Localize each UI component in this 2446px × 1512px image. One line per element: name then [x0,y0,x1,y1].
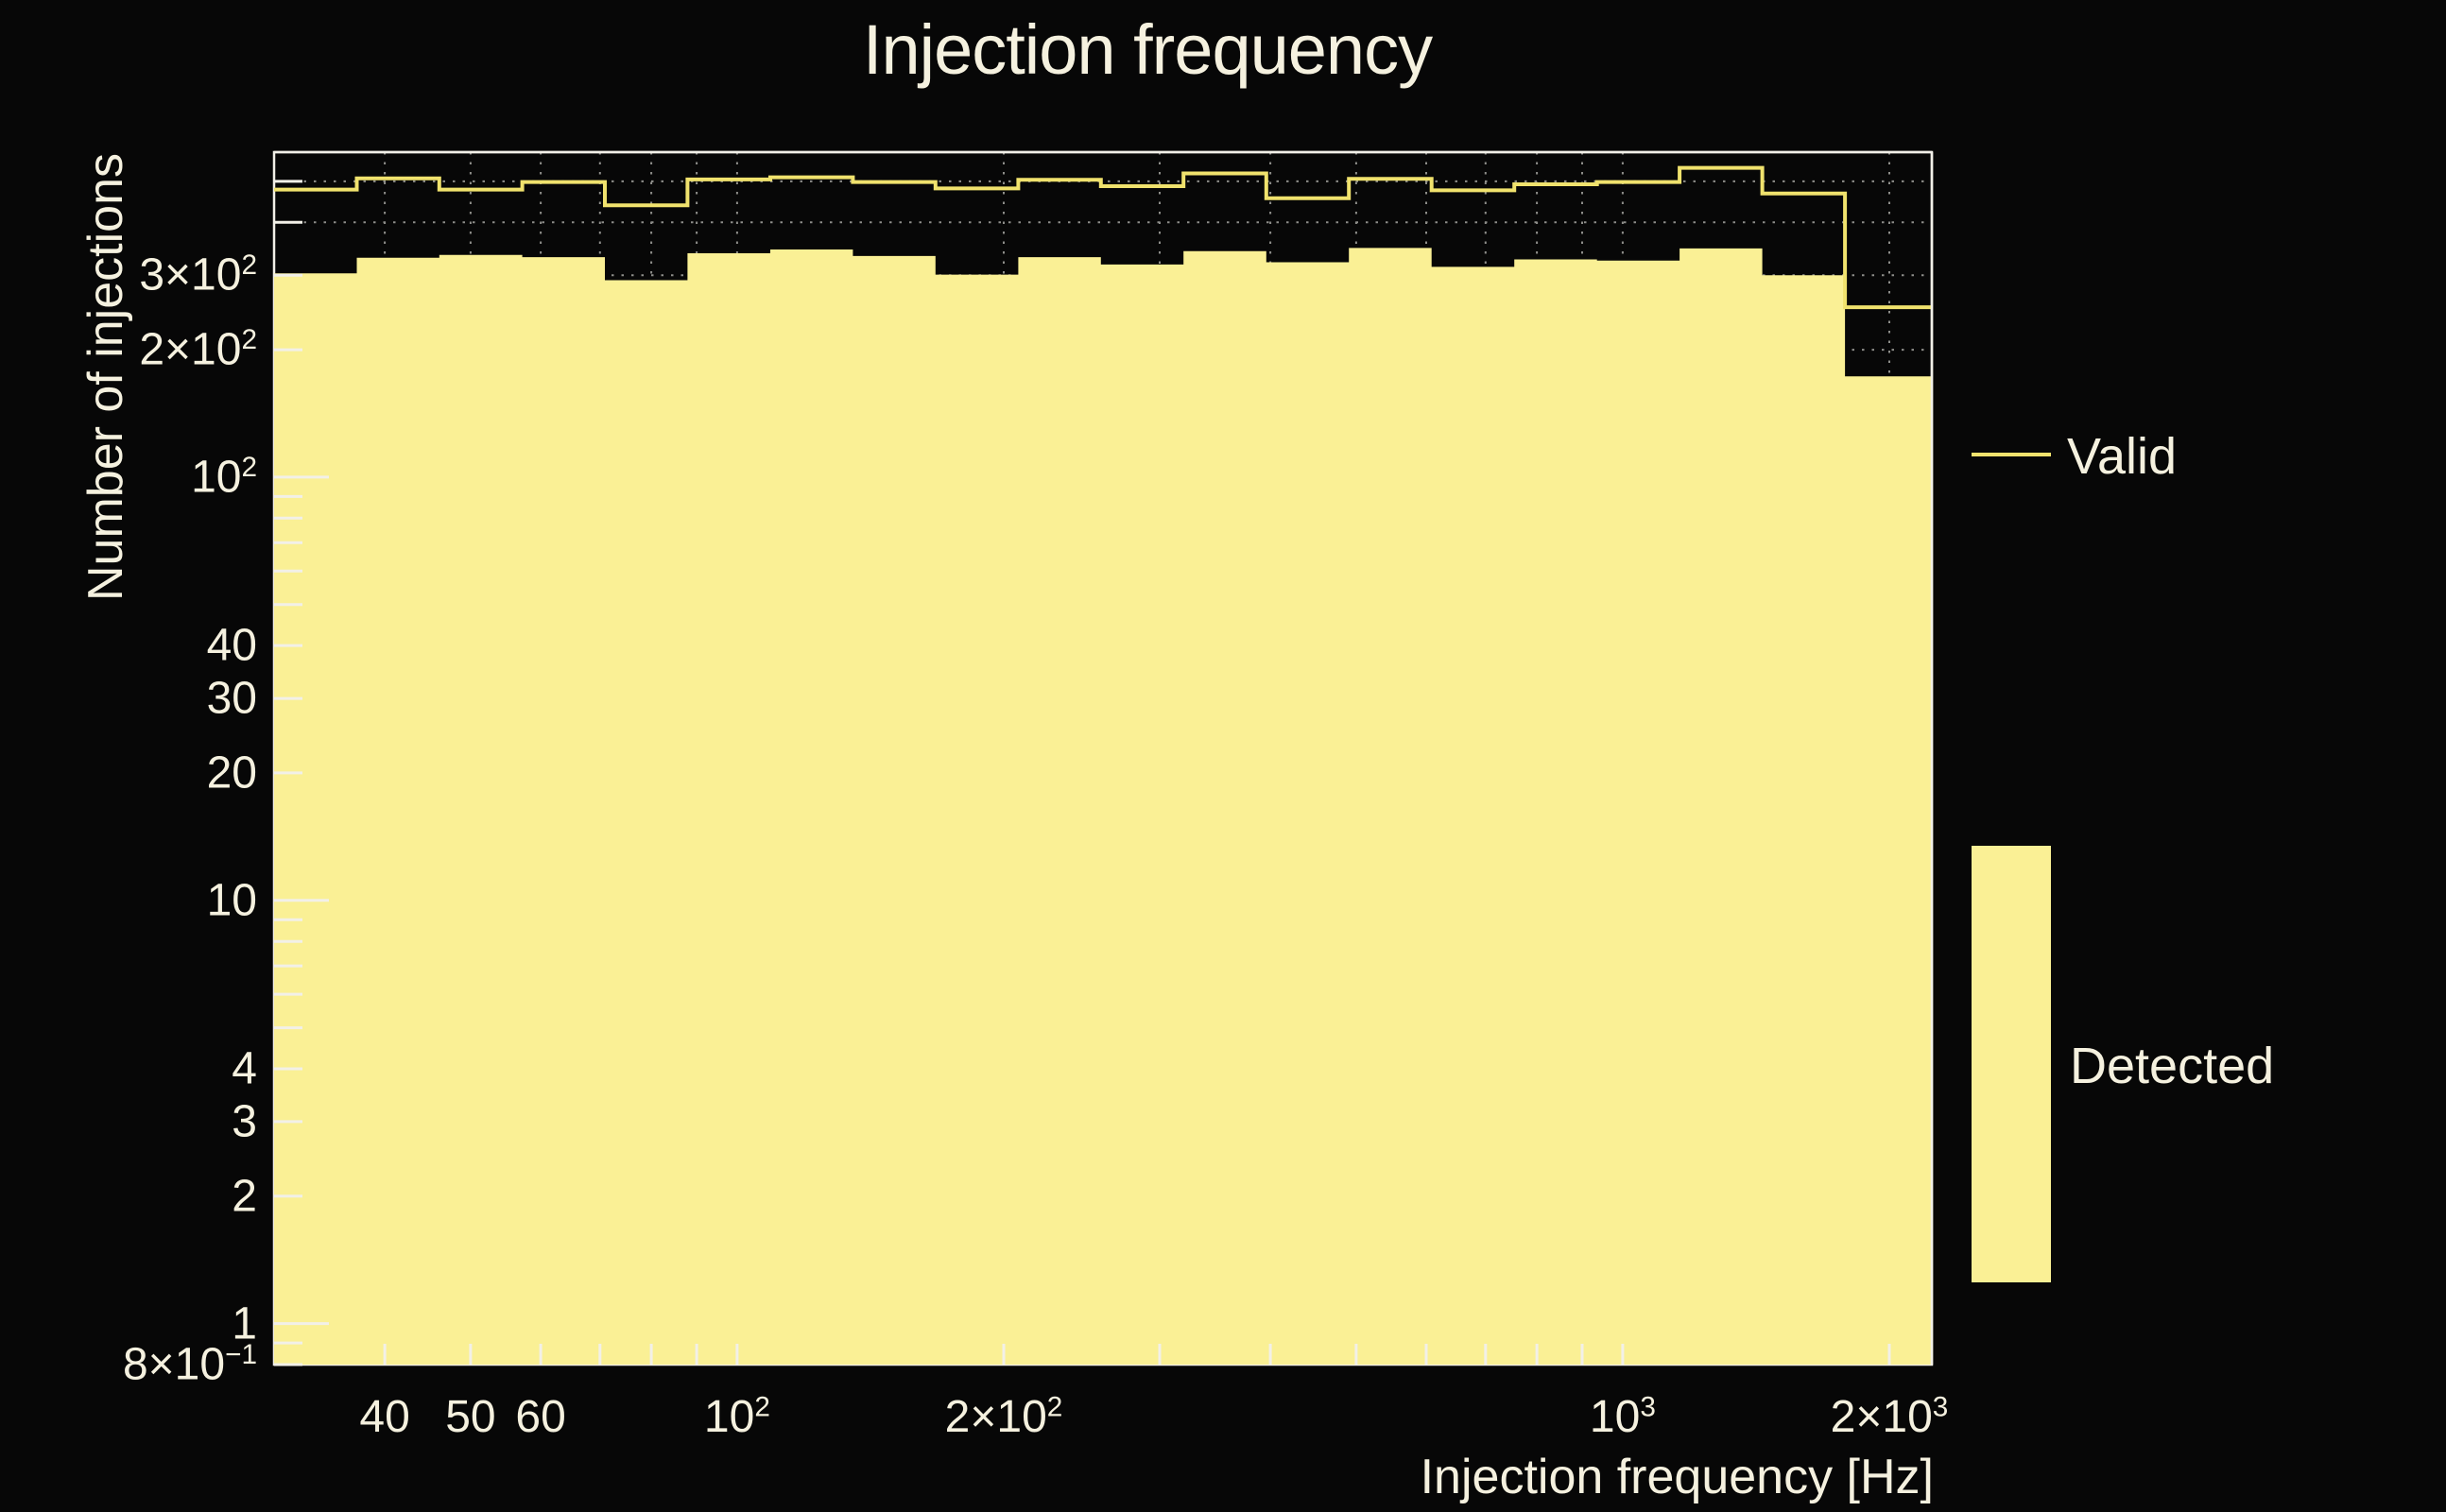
x-axis-title: Injection frequency [Hz] [1420,1450,1934,1504]
y-tick-label: 102 [191,452,257,503]
valid-step-line [274,165,1932,310]
y-tick-label: 1 [232,1298,257,1349]
y-tick-label: 40 [206,620,257,671]
y-tick-label: 4 [232,1043,257,1094]
y-tick-label: 20 [206,747,257,799]
legend-label-detected: Detected [2070,1038,2275,1094]
x-tick-label: 60 [515,1392,566,1442]
x-tick-label: 2×102 [944,1391,1063,1442]
valid-line-swatch [1972,453,2051,456]
y-axis-title: Number of injections [78,153,133,601]
y-tick-label: 3×102 [139,249,257,301]
detected-fill [274,248,1932,1365]
y-tick-label: 8×10−1 [122,1339,257,1390]
x-tick-label: 50 [445,1392,496,1442]
x-tick-label: 103 [1589,1391,1656,1442]
legend-label-valid: Valid [2067,428,2178,485]
y-tick-label: 30 [206,673,257,724]
y-tick-label: 10 [206,875,257,926]
detected-fill-swatch [1972,846,2051,1282]
y-tick-label: 2×102 [139,324,257,375]
y-tick-label: 3 [232,1096,257,1147]
x-tick-label: 40 [359,1392,410,1442]
x-tick-label: 2×103 [1830,1391,1949,1442]
x-tick-label: 102 [703,1391,770,1442]
chart-title: Injection frequency [862,10,1433,89]
y-tick-label: 2 [232,1171,257,1222]
